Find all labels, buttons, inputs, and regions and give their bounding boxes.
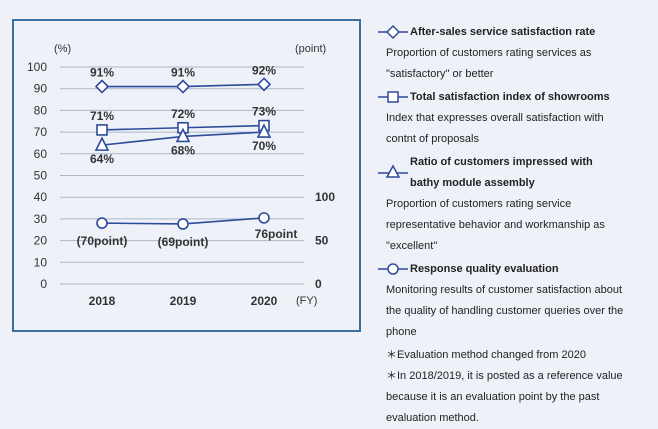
data-label: 71%: [90, 109, 114, 123]
legend-title: Total satisfaction index of showrooms: [410, 91, 610, 103]
legend-description: phone: [386, 326, 417, 338]
y-tick-label-left: 100: [27, 60, 47, 74]
footnote: because it is an evaluation point by the…: [386, 391, 600, 403]
square-marker-icon: [378, 91, 408, 103]
y-tick-label-right: 50: [315, 234, 329, 248]
legend-description: "excellent": [386, 240, 438, 252]
legend-description: contnt of proposals: [386, 133, 479, 145]
legend-item-showrooms: Total satisfaction index of showrooms In…: [378, 87, 653, 150]
legend-description: Monitoring results of customer satisfact…: [386, 284, 623, 296]
legend: After-sales service satisfaction rate Pr…: [378, 22, 653, 429]
left-axis-unit: (%): [54, 43, 71, 55]
data-point-circle: [96, 217, 108, 229]
data-point-diamond: [94, 79, 110, 94]
y-tick-label-left: 70: [34, 125, 48, 139]
legend-description: Index that expresses overall satisfactio…: [386, 112, 604, 124]
data-labels: 91% 91% 92% 71% 72% 73% 64% 68% 70% (70point) (69p…: [77, 63, 298, 249]
gridlines: [60, 66, 304, 285]
legend-description: Proportion of customers rating service: [386, 198, 572, 210]
y-tick-label-left: 0: [40, 277, 47, 291]
x-axis-unit: (FY): [296, 295, 317, 307]
y-tick-label-right: 0: [315, 277, 322, 291]
right-axis-unit: (point): [295, 43, 326, 55]
data-label: 91%: [171, 66, 195, 80]
y-tick-label-left: 90: [34, 82, 48, 96]
footnote: ＊Evaluation method changed from 2020: [386, 349, 586, 361]
data-point-square: [96, 124, 108, 136]
legend-title: bathy module assembly: [410, 177, 535, 189]
data-label: 64%: [90, 152, 114, 166]
diamond-marker-icon: [378, 24, 408, 40]
chart-frame: 100 90 80 70 60 50 40 30 20 10 0 100 50 0 (%) (point) 20…: [12, 19, 361, 332]
y-tick-label-left: 50: [34, 169, 48, 183]
data-label: 70%: [252, 139, 276, 153]
data-label: 73%: [252, 105, 276, 119]
series-lines: [94, 77, 272, 230]
legend-description: the quality of handling customer queries…: [386, 305, 624, 317]
data-point-diamond: [175, 79, 191, 94]
circle-marker-icon: [378, 263, 408, 275]
legend-description: "satisfactory" or better: [386, 68, 494, 80]
data-point-triangle: [94, 136, 110, 151]
data-point-circle: [258, 212, 270, 224]
footnote: evaluation method.: [386, 412, 479, 424]
legend-item-bathy-module: Ratio of customers impressed with bathy …: [378, 152, 653, 257]
x-tick-label: 2019: [170, 294, 197, 308]
triangle-marker-icon: [378, 164, 408, 178]
data-label: 76point: [255, 227, 298, 241]
data-label: 72%: [171, 107, 195, 121]
x-tick-label: 2018: [89, 294, 116, 308]
data-label: 68%: [171, 143, 195, 157]
data-point-triangle: [175, 127, 191, 143]
data-point-triangle: [256, 123, 272, 138]
y-tick-label-left: 80: [34, 103, 48, 117]
data-label: (70point): [77, 234, 128, 248]
data-point-circle: [177, 218, 189, 230]
x-tick-label: 2020: [251, 294, 278, 308]
legend-title: After-sales service satisfaction rate: [410, 26, 596, 38]
y-tick-label-right: 100: [315, 190, 335, 204]
data-label: 92%: [252, 63, 276, 77]
y-tick-label-left: 20: [34, 234, 48, 248]
y-tick-label-left: 60: [34, 147, 48, 161]
legend-description: representative behavior and workmanship …: [386, 219, 605, 231]
legend-item-response-quality: Response quality evaluation Monitoring r…: [378, 259, 653, 343]
y-tick-label-left: 30: [34, 212, 48, 226]
legend-title: Ratio of customers impressed with: [410, 156, 593, 168]
legend-description: Proportion of customers rating services …: [386, 47, 592, 59]
data-label: 91%: [90, 66, 114, 80]
y-tick-label-left: 40: [34, 190, 48, 204]
data-point-diamond: [256, 77, 272, 92]
data-label: (69point): [158, 235, 209, 249]
legend-item-after-sales: After-sales service satisfaction rate Pr…: [378, 22, 653, 85]
legend-title: Response quality evaluation: [410, 263, 559, 275]
footnote: ＊In 2018/2019, it is posted as a referen…: [386, 370, 623, 382]
y-tick-label-left: 10: [34, 255, 48, 269]
